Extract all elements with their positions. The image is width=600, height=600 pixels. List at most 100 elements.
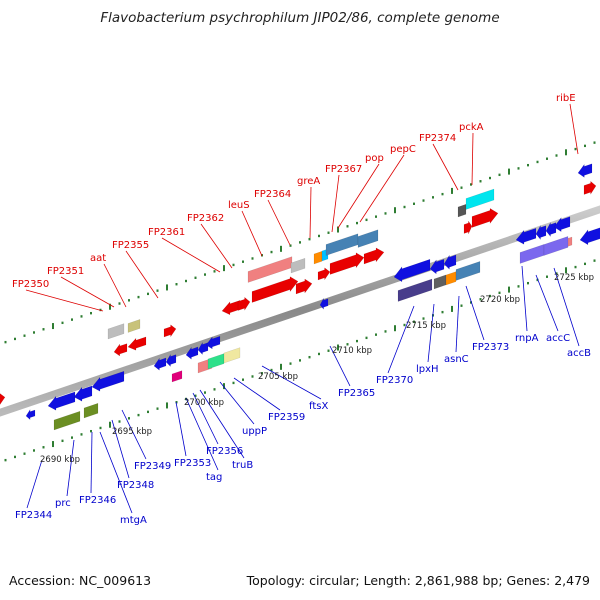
bottom-label-leader [521, 265, 528, 332]
minor-tick [593, 141, 596, 144]
minor-tick [555, 272, 558, 275]
bottom-label-leader [175, 401, 187, 457]
minor-tick [432, 196, 434, 199]
top-gene-label: FP2350 [12, 279, 49, 290]
bottom-gene-label: tag [206, 472, 222, 483]
bottom-label-leader [387, 305, 415, 374]
top-label-leader [471, 132, 474, 186]
map-title: Flavobacterium psychrophilum JIP02/86, c… [100, 10, 500, 26]
minor-tick [213, 270, 216, 273]
top-gene-label: FP2362 [187, 213, 224, 224]
minor-tick [308, 237, 311, 241]
gene-arrow [205, 335, 221, 350]
genome-summary-text: Topology: circular; Length: 2,861,988 bp… [246, 573, 590, 588]
bottom-gene-label: FP2344 [15, 510, 52, 521]
minor-tick [289, 244, 292, 247]
bottom-gene-label: accB [567, 348, 591, 359]
gene-arrow [251, 276, 299, 303]
top-gene-label: pckA [459, 122, 484, 133]
bottom-gene-label: prc [55, 498, 71, 509]
bottom-gene-label: mtgA [120, 515, 147, 526]
gene-arrow [577, 163, 593, 178]
minor-tick [489, 294, 491, 298]
minor-tick [185, 279, 187, 283]
minor-tick [90, 429, 92, 433]
minor-tick [80, 433, 83, 436]
gene-arrow [185, 346, 199, 360]
minor-tick [479, 298, 482, 301]
scale-label: 2710 kbp [332, 346, 372, 356]
major-tick [451, 187, 453, 194]
gene-arrow [0, 393, 6, 405]
minor-tick [270, 250, 273, 254]
minor-tick [517, 167, 520, 170]
minor-tick [327, 231, 330, 234]
major-tick [508, 168, 510, 175]
minor-tick [403, 205, 406, 209]
minor-tick [147, 410, 149, 414]
gene-arrow [91, 370, 125, 392]
top-label-leader [161, 237, 221, 273]
minor-tick [118, 302, 121, 305]
minor-tick [270, 368, 273, 372]
minor-tick [118, 420, 121, 423]
minor-tick [536, 278, 539, 282]
bottom-label-leader [192, 392, 219, 445]
gene-box [455, 261, 481, 281]
bottom-label-leader [111, 419, 130, 479]
top-gene-label: leuS [228, 200, 250, 211]
gene-arrow [583, 180, 597, 196]
gene-box [207, 353, 225, 370]
minor-tick [61, 439, 64, 443]
minor-tick [470, 183, 472, 186]
major-tick [52, 323, 54, 330]
major-tick [109, 303, 111, 310]
gene-arrow [25, 408, 36, 421]
minor-tick [441, 192, 444, 196]
bottom-label-leader [553, 267, 580, 347]
minor-tick [375, 333, 377, 336]
gene-arrow [579, 227, 600, 246]
bottom-gene-label: lpxH [416, 364, 439, 375]
minor-tick [99, 426, 102, 430]
minor-tick [23, 452, 26, 455]
minor-tick [251, 257, 254, 260]
minor-tick [137, 413, 140, 417]
minor-tick [4, 458, 7, 462]
minor-tick [147, 292, 149, 296]
gene-arrow [329, 252, 365, 275]
gene-arrow [553, 216, 571, 233]
bottom-label-leader [99, 431, 133, 514]
gene-arrow [393, 258, 431, 283]
minor-tick [128, 299, 130, 302]
gene-arrow [319, 298, 329, 310]
bottom-label-leader [261, 365, 322, 400]
major-tick [280, 363, 282, 370]
minor-tick [71, 436, 73, 439]
bottom-gene-label: accC [546, 333, 570, 344]
minor-tick [546, 275, 548, 278]
bottom-label-leader [329, 345, 351, 387]
minor-tick [498, 291, 501, 295]
bottom-label-leader [455, 295, 460, 353]
top-gene-label: FP2355 [112, 240, 149, 251]
label-leader-lines [25, 103, 580, 514]
gene-arrow [363, 247, 385, 265]
minor-tick [460, 304, 463, 307]
bottom-gene-label: FP2365 [338, 388, 375, 399]
top-label-leader [337, 163, 380, 229]
bottom-gene-label: FP2359 [268, 412, 305, 423]
top-label-leader [241, 210, 263, 257]
top-gene-label: FP2361 [148, 227, 185, 238]
top-gene-label: FP2364 [254, 189, 291, 200]
bottom-label-leader [465, 285, 485, 341]
minor-tick [232, 381, 235, 385]
bottom-gene-label: FP2356 [206, 446, 243, 457]
bottom-gene-label: rnpA [515, 333, 539, 344]
minor-tick [33, 449, 35, 452]
gene-arrow [463, 220, 473, 235]
gene-arrow [515, 227, 537, 245]
gene-arrow [163, 324, 177, 338]
bottom-gene-label: asnC [444, 354, 469, 365]
